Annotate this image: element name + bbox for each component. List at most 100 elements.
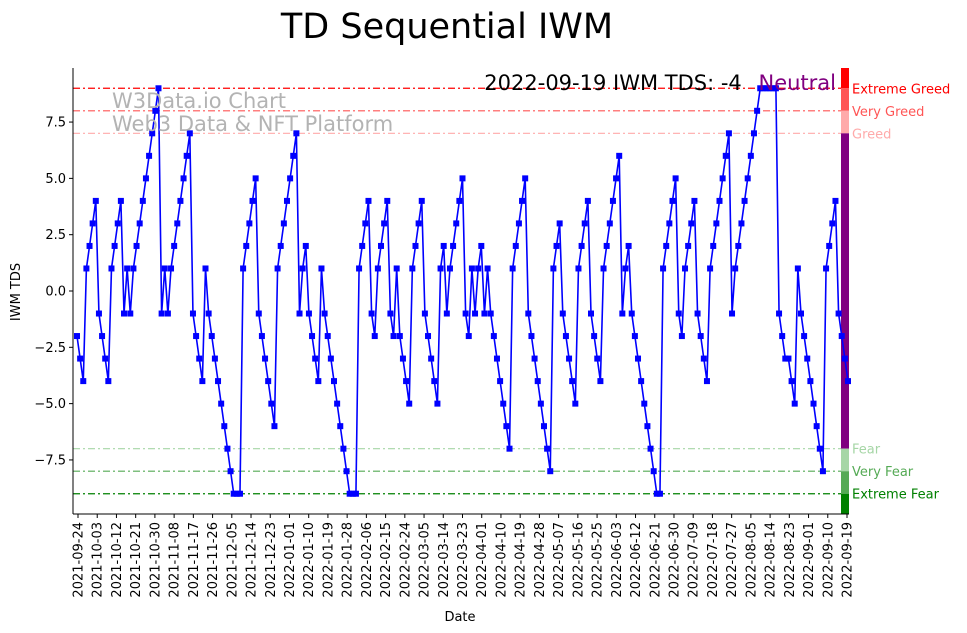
data-point — [315, 378, 322, 385]
data-point — [381, 220, 388, 227]
data-point — [290, 152, 297, 159]
data-point — [703, 378, 710, 385]
x-tick-label: 2022-08-23 — [783, 522, 798, 598]
x-tick-label: 2022-06-30 — [667, 522, 682, 598]
data-point — [249, 197, 256, 204]
data-point — [713, 220, 720, 227]
data-point — [845, 378, 851, 385]
data-point — [224, 445, 231, 452]
data-point — [638, 378, 645, 385]
data-point — [349, 490, 356, 497]
data-point — [472, 310, 479, 317]
data-point — [694, 310, 701, 317]
data-point — [236, 490, 243, 497]
data-point — [189, 310, 196, 317]
data-point — [327, 355, 334, 362]
data-point — [428, 355, 435, 362]
data-point — [766, 85, 773, 92]
data-point — [772, 85, 779, 92]
data-point — [343, 468, 350, 475]
data-point — [142, 175, 149, 182]
data-point — [650, 468, 657, 475]
data-point — [829, 220, 836, 227]
data-point — [233, 490, 240, 497]
data-point — [202, 265, 209, 272]
data-point — [456, 197, 463, 204]
data-point — [149, 130, 156, 137]
data-point — [95, 310, 102, 317]
data-point — [136, 220, 143, 227]
x-tick-label: 2021-10-12 — [110, 522, 125, 598]
data-point — [616, 152, 623, 159]
data-point — [506, 445, 513, 452]
data-point — [393, 265, 400, 272]
data-point — [127, 310, 134, 317]
data-point — [556, 220, 563, 227]
x-tick-label: 2022-06-12 — [629, 522, 644, 598]
data-point — [164, 310, 171, 317]
x-tick-label: 2022-01-01 — [283, 522, 298, 598]
data-point — [503, 423, 510, 430]
data-point — [531, 355, 538, 362]
x-tick-label: 2022-06-21 — [648, 522, 663, 598]
data-point — [534, 378, 541, 385]
data-point — [544, 445, 551, 452]
data-point — [750, 130, 757, 137]
data-point — [384, 197, 391, 204]
data-point — [660, 265, 667, 272]
data-point — [685, 242, 692, 249]
data-point — [321, 310, 328, 317]
data-point — [268, 400, 275, 407]
watermark-line-1: W3Data.io Chart — [112, 89, 286, 113]
x-tick-label: 2021-09-24 — [72, 522, 87, 598]
data-point — [559, 310, 566, 317]
band-segment-5 — [841, 471, 849, 494]
data-point — [823, 265, 830, 272]
data-point — [152, 107, 159, 114]
data-point — [478, 242, 485, 249]
data-point — [83, 265, 90, 272]
data-point — [462, 310, 469, 317]
data-point — [754, 107, 761, 114]
data-point — [594, 355, 601, 362]
data-point — [390, 333, 397, 340]
data-point — [425, 333, 432, 340]
level-label-0: Extreme Greed — [852, 82, 950, 97]
data-point — [114, 220, 121, 227]
data-point — [211, 355, 218, 362]
data-point — [258, 333, 265, 340]
data-point — [841, 355, 848, 362]
data-point — [86, 242, 93, 249]
data-point — [168, 265, 175, 272]
x-tick-label: 2021-11-08 — [168, 522, 183, 598]
data-point — [415, 220, 422, 227]
data-point — [161, 265, 168, 272]
y-tick-label: −7.5 — [34, 453, 66, 468]
data-point — [171, 242, 178, 249]
data-point — [378, 242, 385, 249]
level-label-3: Fear — [852, 443, 881, 458]
data-point — [287, 175, 294, 182]
data-point — [635, 355, 642, 362]
x-tick-label: 2022-02-24 — [398, 522, 413, 598]
data-point — [365, 197, 372, 204]
data-point — [246, 220, 253, 227]
level-label-4: Very Fear — [852, 465, 914, 480]
data-point — [174, 220, 181, 227]
data-point — [331, 378, 337, 385]
y-tick-label: −5.0 — [34, 397, 66, 412]
data-point — [302, 242, 309, 249]
data-point — [274, 265, 281, 272]
level-label-5: Extreme Fear — [852, 488, 940, 503]
x-tick-label: 2022-01-10 — [302, 522, 317, 598]
x-tick-label: 2022-01-19 — [321, 522, 336, 598]
data-point — [412, 242, 419, 249]
data-point — [515, 220, 522, 227]
data-point — [672, 175, 679, 182]
data-point — [603, 242, 610, 249]
data-point — [111, 242, 118, 249]
data-point — [453, 220, 460, 227]
chart-title: TD Sequential IWM — [280, 7, 613, 47]
data-point — [791, 400, 798, 407]
